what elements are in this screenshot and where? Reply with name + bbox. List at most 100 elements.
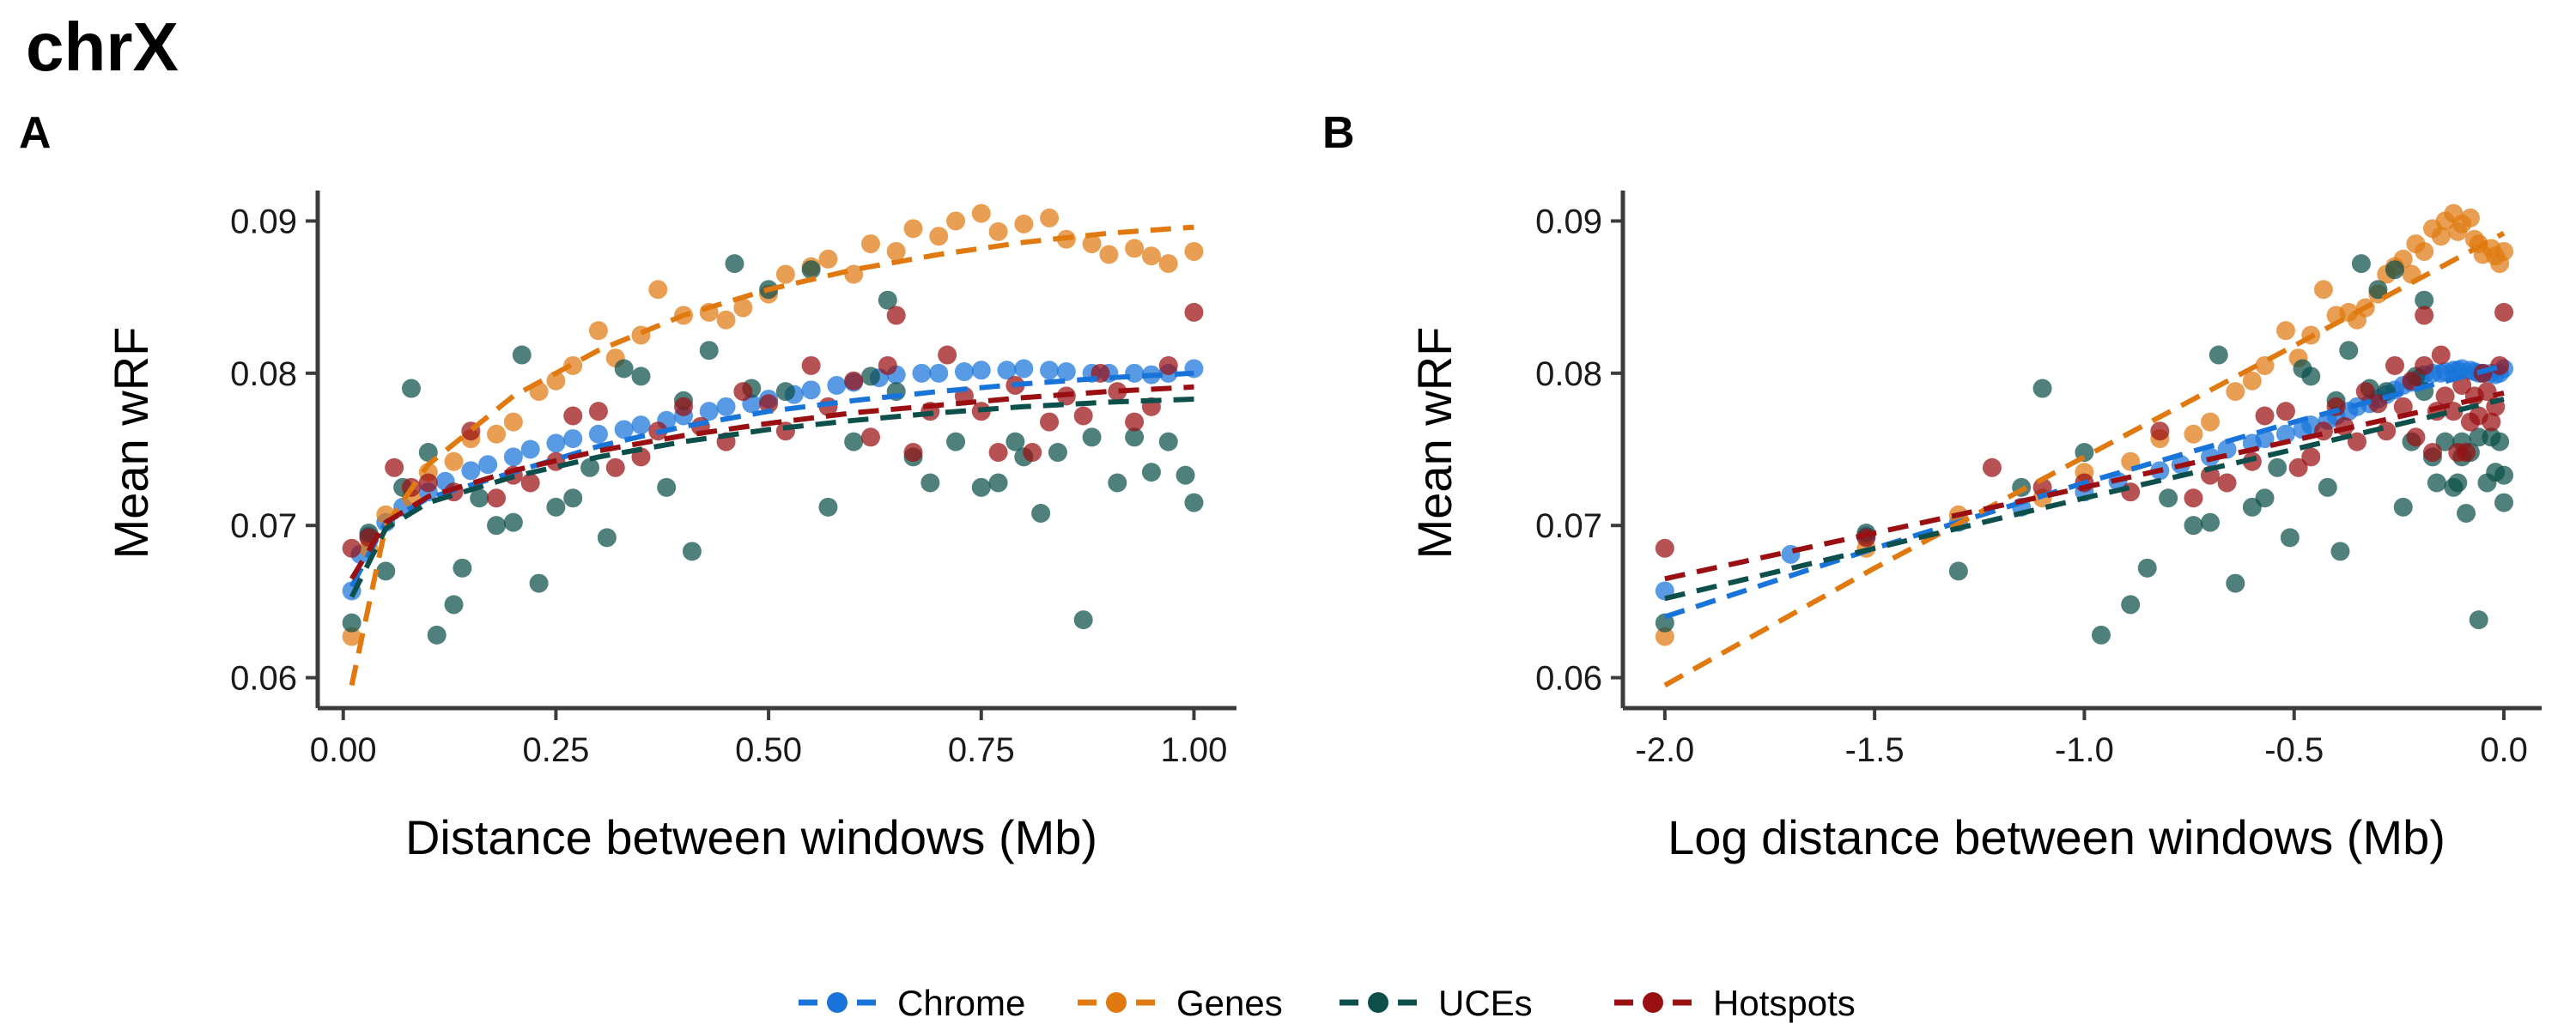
genes-point [2494, 241, 2514, 261]
hotspots-point [2415, 306, 2434, 325]
uces-point [2255, 488, 2275, 508]
hotspots-point [2393, 397, 2413, 416]
genes-point [2460, 208, 2480, 227]
genes-point [1141, 246, 1161, 266]
y-tick-label: 0.06 [230, 660, 297, 698]
hotspots-point [2402, 371, 2421, 391]
legend-key-uces [1340, 992, 1417, 1013]
uces-point [682, 542, 702, 561]
panel-a: A 0.06 0.07 0.08 0.09 0.00 0.25 0.50 0.75 1.00 D… [19, 108, 1236, 864]
hotspots-point [605, 457, 625, 477]
uces-point [2448, 473, 2468, 493]
uces-point [503, 512, 523, 532]
uces-point [597, 528, 617, 548]
uces-point [470, 488, 489, 508]
uces-point [1005, 432, 1025, 451]
chrome-point [520, 439, 540, 459]
genes-point [546, 371, 566, 391]
x-tick-label: 0.75 [948, 731, 1015, 769]
chrome-point [716, 397, 736, 416]
hotspots-point [1982, 457, 2002, 477]
hotspots-point [2494, 302, 2514, 322]
x-tick-label: 0.25 [522, 731, 589, 769]
genes-point [844, 264, 864, 284]
uces-point [1141, 463, 1161, 482]
uces-point [2091, 625, 2111, 645]
hotspots-point [1023, 443, 1042, 463]
hotspots-point [886, 306, 906, 325]
uces-point [725, 254, 744, 274]
panel-b-x-axis-title: Log distance between windows (Mb) [1668, 810, 2445, 864]
hotspots-point [2275, 402, 2295, 421]
chrome-point [563, 429, 583, 449]
hotspots-point [2150, 421, 2170, 441]
uces-point [801, 260, 821, 280]
uces-point [1158, 432, 1178, 451]
uces-point [1108, 473, 1127, 493]
legend-label-chrome: Chrome [897, 983, 1025, 1023]
legend-key-chrome [799, 992, 876, 1013]
uces-point [1125, 427, 1145, 447]
panel-a-x-axis-title: Distance between windows (Mb) [405, 810, 1097, 864]
genes-point [2275, 321, 2295, 341]
panel-a-axes: 0.06 0.07 0.08 0.09 0.00 0.25 0.50 0.75 1.00 [230, 191, 1236, 769]
genes-point [1014, 215, 1034, 234]
chrome-point [546, 433, 566, 453]
uces-point [2201, 512, 2221, 532]
chrome-point [461, 461, 481, 481]
uces-point [2469, 610, 2488, 630]
chrome-point [827, 376, 847, 396]
genes-point [503, 412, 523, 432]
hotspots-point [520, 473, 540, 493]
chrome-point [478, 455, 498, 475]
genes-point [988, 221, 1008, 241]
genes-point [2415, 241, 2434, 261]
uces-point [946, 432, 966, 451]
y-tick-label: 0.09 [230, 203, 297, 240]
genes-point [1082, 234, 1102, 254]
hotspots-point [844, 371, 864, 391]
genes-point [971, 203, 991, 223]
genes-point [946, 211, 966, 231]
hotspots-point [2422, 443, 2442, 463]
hotspots-point [2368, 394, 2388, 414]
uces-point [529, 573, 549, 593]
hotspots-point [2385, 355, 2404, 375]
genes-point [903, 219, 923, 239]
uces-point [2494, 493, 2514, 512]
uces-point [844, 432, 864, 451]
hotspots-point [801, 355, 821, 375]
panel-b: B 0.06 0.07 0.08 0.09 -2.0 -1.5 -1.0 -0.5 0.0 Lo… [1322, 108, 2542, 864]
legend-label-genes: Genes [1176, 983, 1283, 1023]
genes-point [342, 627, 361, 646]
uces-point [988, 473, 1008, 493]
uces-point [614, 359, 634, 379]
genes-point [1158, 254, 1178, 274]
uces-point [453, 558, 472, 578]
hotspots-point [878, 355, 897, 375]
chrome-point [1040, 360, 1060, 380]
hotspots-point [2457, 443, 2476, 463]
genes-point [733, 298, 753, 318]
genes-point [1125, 239, 1145, 258]
x-tick-label: 0.0 [2480, 731, 2528, 769]
hotspots-point [2477, 382, 2497, 402]
hotspots-point [487, 488, 507, 508]
genes-point [886, 241, 906, 261]
genes-point [2226, 382, 2245, 402]
chrome-point [1125, 363, 1145, 383]
uces-point [2385, 260, 2404, 280]
hotspots-point [2121, 482, 2141, 502]
hotspots-point [1655, 538, 1674, 558]
hotspots-point [385, 457, 404, 477]
y-tick-label: 0.07 [1535, 507, 1602, 545]
hotspots-fit-line [349, 384, 1194, 580]
hotspots-point [2288, 457, 2308, 477]
genes-point [1040, 208, 1060, 227]
chrome-point [699, 402, 719, 421]
legend-dot [827, 992, 848, 1013]
chrome-point [954, 362, 974, 382]
uces-point [699, 341, 719, 360]
uces-point [2121, 595, 2141, 615]
x-tick-label: -0.5 [2264, 731, 2324, 769]
